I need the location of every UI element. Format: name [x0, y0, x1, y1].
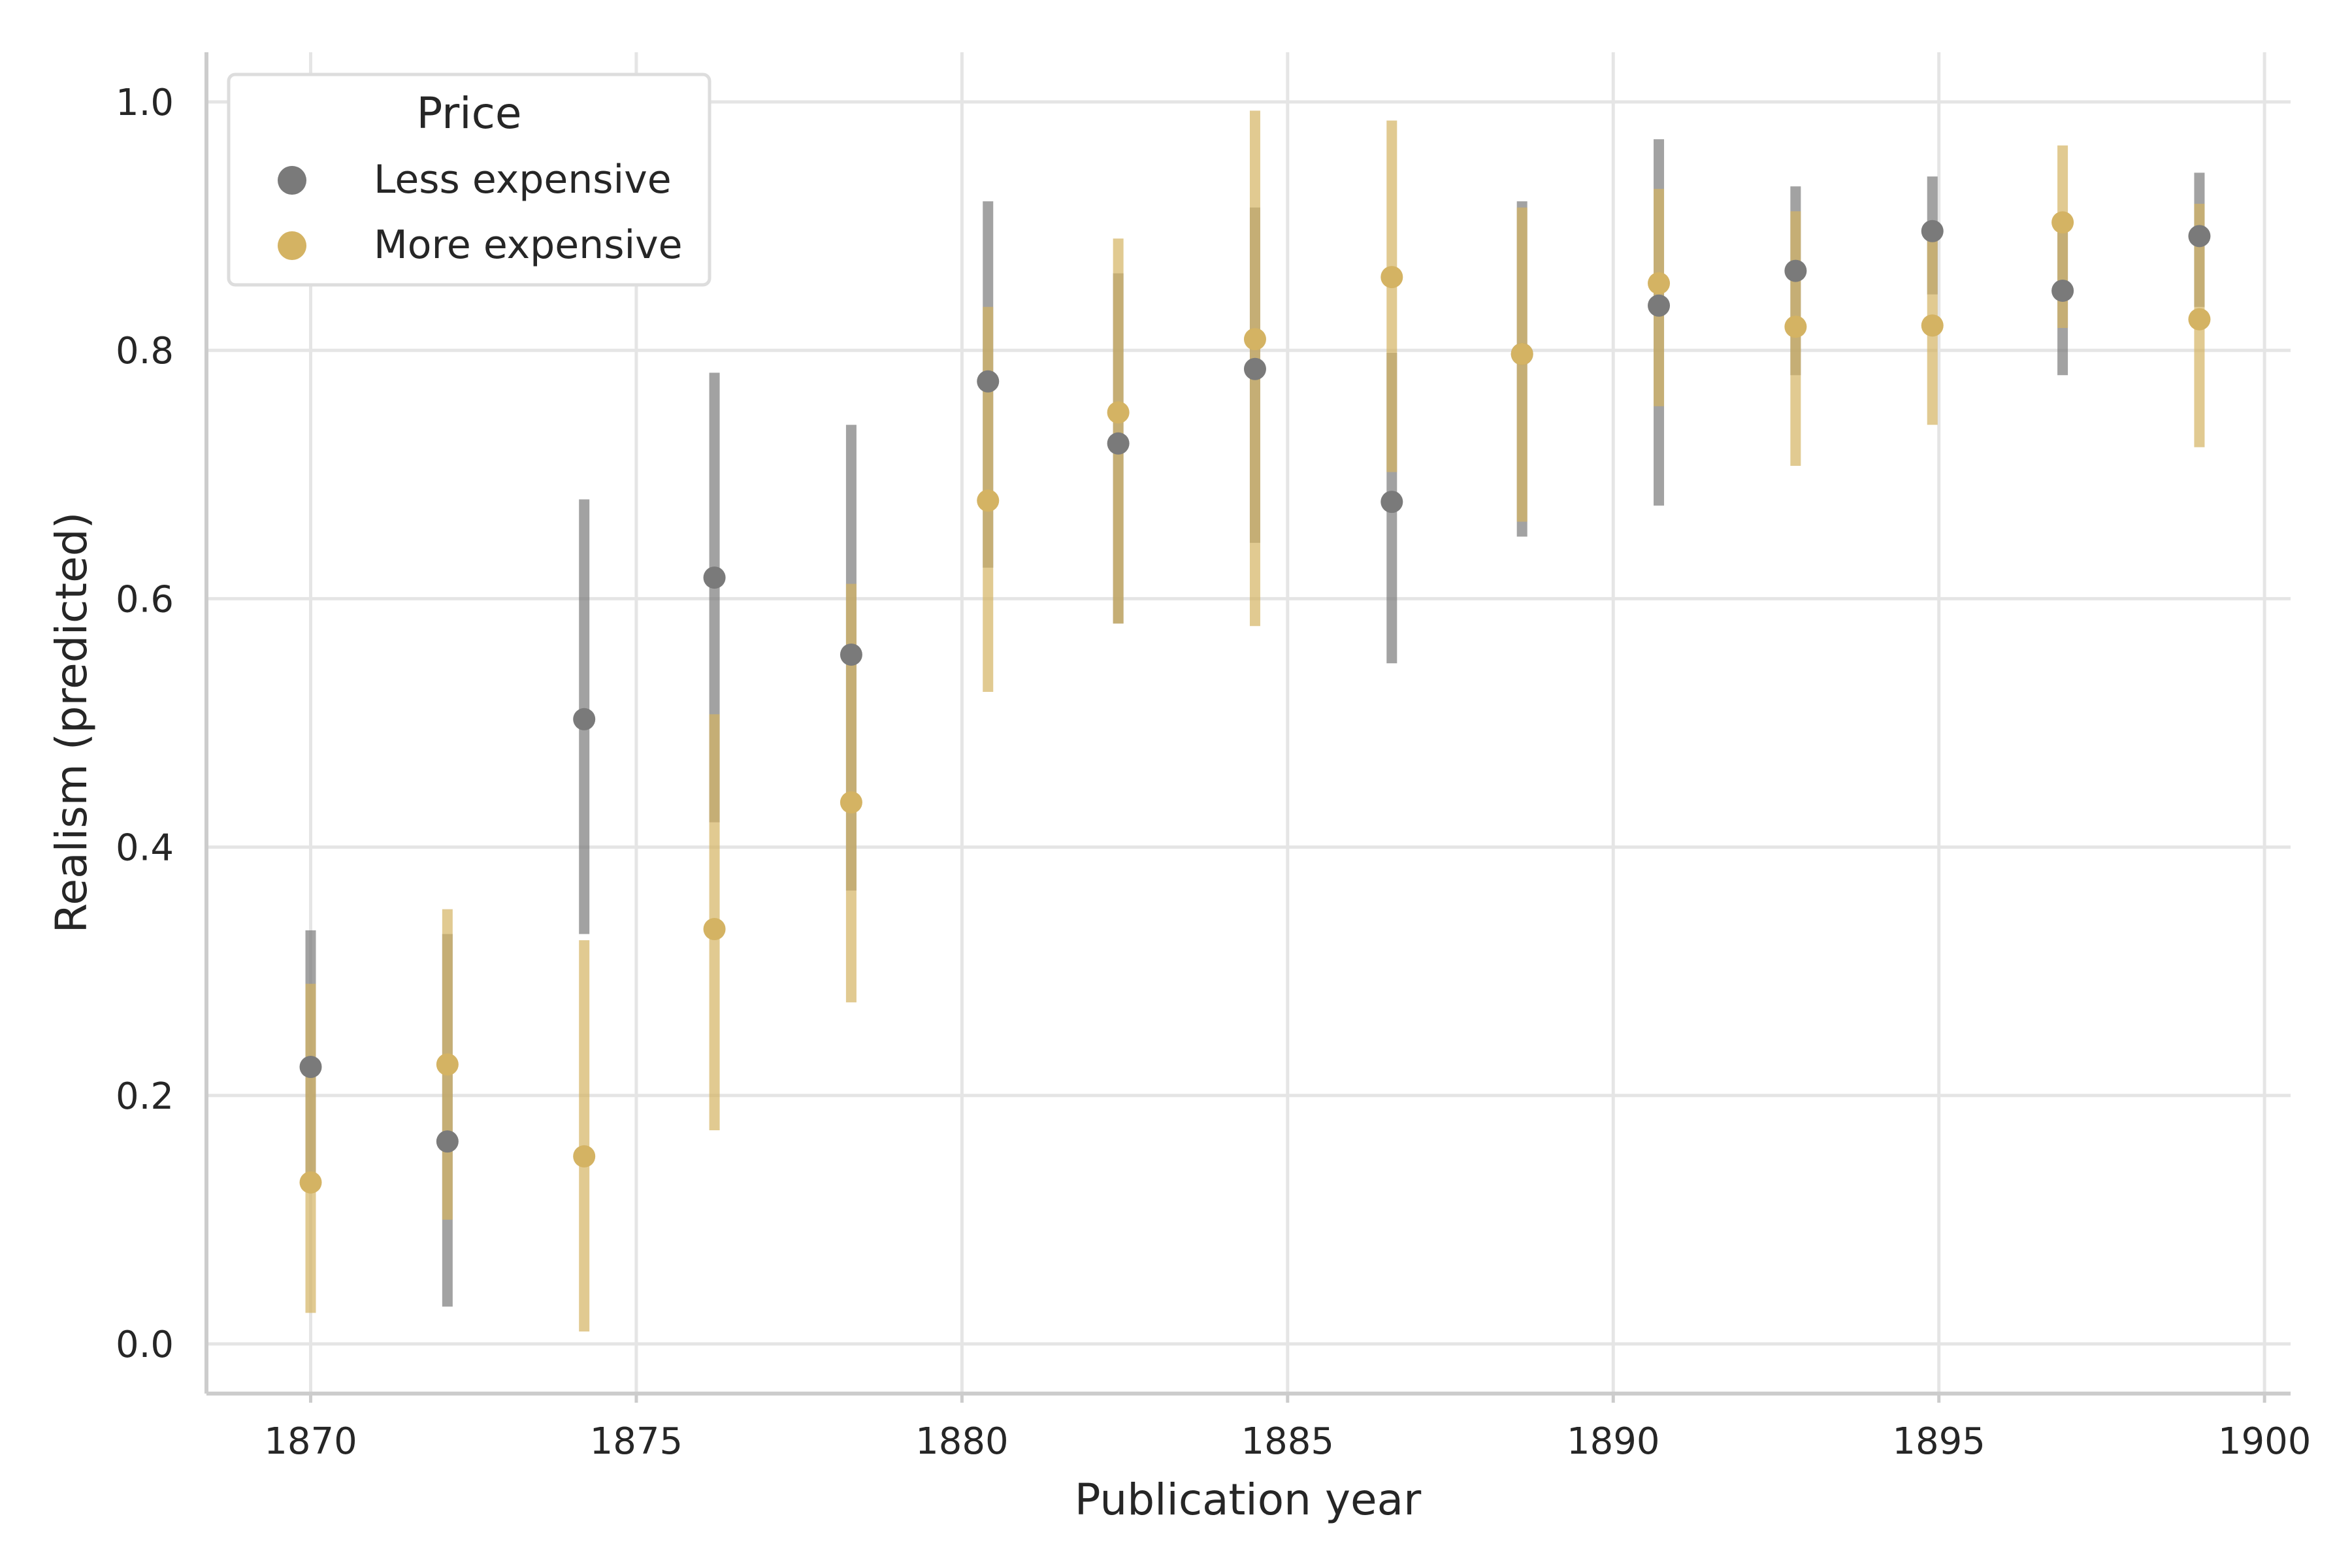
data-point	[1648, 294, 1671, 317]
data-point	[1784, 259, 1807, 282]
y-tick-labels: 0.0 0.2 0.4 0.6 0.8 1.0	[116, 82, 174, 1366]
y-tick-label: 0.6	[116, 578, 174, 621]
data-point	[1784, 316, 1807, 338]
legend-marker-more-expensive	[278, 231, 306, 260]
data-point	[703, 566, 726, 589]
data-point	[840, 791, 862, 814]
x-tick-label: 1875	[590, 1420, 683, 1463]
y-tick-label: 0.0	[116, 1324, 174, 1366]
legend-label-more-expensive: More expensive	[374, 222, 683, 268]
data-point	[840, 643, 862, 666]
data-point	[573, 708, 596, 730]
data-point	[977, 489, 1000, 512]
data-point	[1921, 314, 1944, 337]
axes	[204, 52, 2291, 1396]
data-point	[1243, 357, 1266, 380]
legend-marker-less-expensive	[278, 166, 306, 195]
data-point	[1243, 328, 1266, 351]
data-point	[2188, 225, 2211, 248]
x-tick-labels: 1870 1875 1880 1885 1890 1895 1900	[264, 1394, 2311, 1463]
data-point	[977, 370, 1000, 393]
series-layer	[299, 110, 2211, 1331]
data-point	[703, 918, 726, 941]
data-point	[436, 1130, 459, 1153]
data-point	[2188, 308, 2211, 331]
x-tick-label: 1870	[264, 1420, 357, 1463]
x-tick-label: 1890	[1567, 1420, 1660, 1463]
points-less-expensive	[299, 220, 2211, 1153]
y-tick-label: 0.2	[116, 1075, 174, 1118]
data-point	[1380, 266, 1403, 289]
legend: Price Less expensive More expensive	[227, 73, 711, 287]
data-point	[1380, 491, 1403, 514]
data-point	[299, 1171, 322, 1194]
data-point	[1921, 220, 1944, 242]
x-tick-label: 1900	[2218, 1420, 2311, 1463]
legend-label-less-expensive: Less expensive	[374, 157, 672, 203]
data-point	[1511, 342, 1533, 365]
y-axis-label: Realism (predicted)	[46, 512, 97, 934]
points-more-expensive	[299, 211, 2211, 1194]
data-point	[1107, 432, 1130, 455]
y-tick-label: 0.8	[116, 330, 174, 372]
y-tick-label: 0.4	[116, 827, 174, 870]
y-tick-label: 1.0	[116, 82, 174, 124]
x-axis-label: Publication year	[1075, 1475, 1422, 1525]
x-tick-label: 1885	[1241, 1420, 1335, 1463]
legend-frame	[227, 73, 711, 287]
grid-lines	[206, 52, 2291, 1394]
x-tick-label: 1880	[915, 1420, 1009, 1463]
x-tick-label: 1895	[1892, 1420, 1985, 1463]
data-point	[1648, 272, 1671, 295]
data-point	[436, 1053, 459, 1076]
data-point	[299, 1056, 322, 1079]
data-point	[573, 1145, 596, 1168]
data-point	[2051, 279, 2074, 302]
data-point	[1107, 401, 1130, 424]
data-point	[2051, 211, 2074, 234]
legend-title: Price	[416, 88, 521, 139]
